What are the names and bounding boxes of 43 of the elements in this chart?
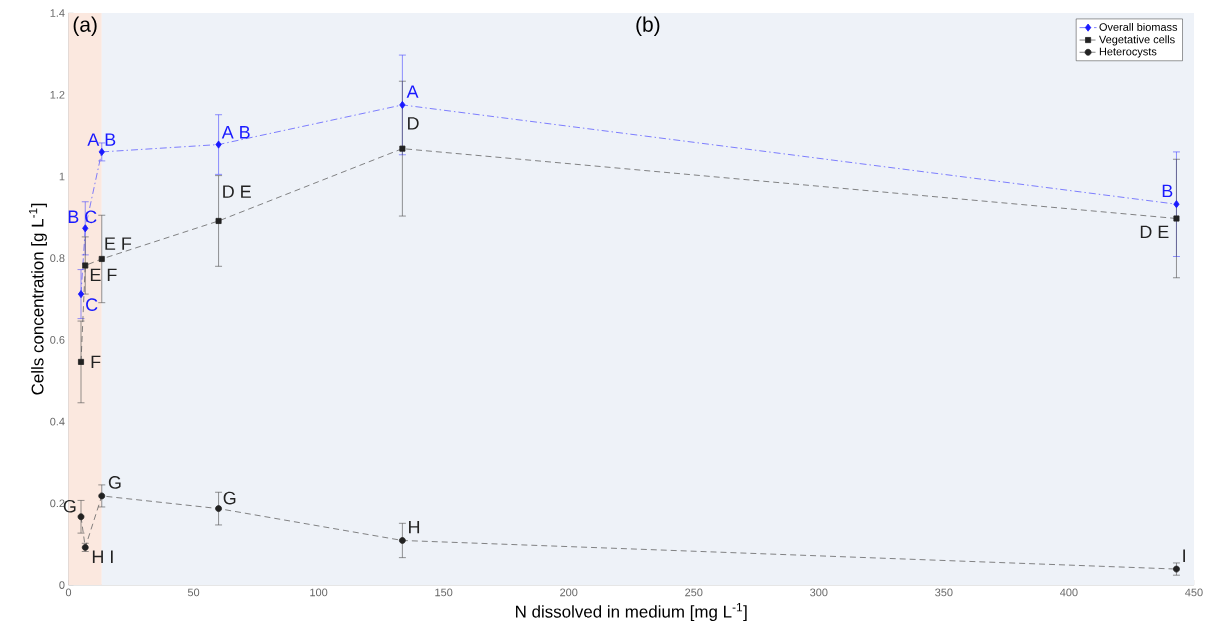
y-tick-label: 0.2	[50, 499, 65, 508]
data-label: B	[1162, 184, 1173, 198]
data-label: I	[1183, 549, 1185, 562]
data-label: A B	[87, 133, 116, 146]
x-tick-label: 350	[935, 588, 953, 597]
y-axis-title: Cells concentration [g L$^{-1}$]	[28, 203, 47, 395]
y-tick-label: 0.4	[50, 417, 65, 426]
data-label: A B	[221, 126, 250, 139]
x-tick-label: 400	[1060, 588, 1078, 597]
x-tick-label: 450	[1185, 588, 1203, 597]
data-label: A	[406, 85, 419, 98]
data-label: H I	[92, 550, 113, 563]
band-label: (a)	[73, 16, 97, 36]
y-tick-label: 0.8	[50, 254, 65, 263]
data-label: F	[91, 355, 101, 369]
x-tick-label: 0	[65, 588, 72, 597]
legend-label: Overall biomass	[1099, 22, 1178, 31]
x-tick-label: 50	[187, 588, 200, 597]
data-label: B C	[68, 210, 97, 224]
data-label: D E	[1140, 225, 1169, 239]
data-label: G	[108, 476, 121, 489]
y-tick-label: 0.6	[50, 335, 65, 344]
band-label: (b)	[636, 16, 660, 36]
data-label: H	[409, 520, 420, 534]
x-tick-label: 250	[685, 588, 703, 597]
data-label: G	[223, 491, 236, 505]
y-tick-label: 1.2	[50, 90, 65, 99]
x-tick-label: 300	[810, 588, 828, 597]
data-label: D E	[223, 185, 251, 198]
y-tick-label: 0	[59, 581, 65, 589]
x-tick-label: 150	[435, 588, 453, 597]
data-label: E F	[90, 268, 117, 282]
x-axis-title: N dissolved in medium [mg L$^{-1}$]	[516, 603, 747, 622]
legend-label: Vegetative cells	[1099, 35, 1175, 46]
data-label: G	[63, 499, 76, 513]
legend-label: Heterocysts	[1099, 47, 1157, 58]
x-tick-label: 200	[560, 588, 578, 597]
x-tick-label: 100	[310, 588, 328, 597]
y-tick-label: 1	[59, 172, 65, 181]
y-tick-label: 1.4	[50, 9, 65, 17]
data-label: D	[408, 117, 419, 130]
data-label: C	[86, 298, 98, 311]
data-label: E F	[105, 237, 132, 250]
